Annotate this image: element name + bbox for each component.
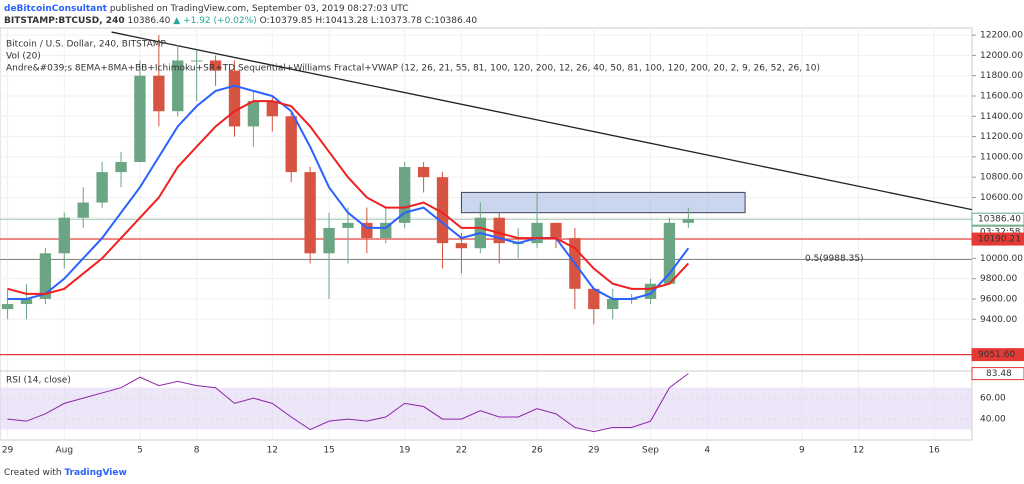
y-tick-label: 10600.00 <box>980 193 1023 203</box>
last: 10386.40 <box>127 16 170 26</box>
candle-body <box>436 177 449 244</box>
x-tick-label: 8 <box>194 446 200 456</box>
candle-body <box>172 60 184 112</box>
candle-body <box>96 172 108 203</box>
rsi-tick-label: 40.00 <box>980 415 1006 425</box>
candle-body <box>380 222 392 239</box>
rsi-band <box>0 387 972 430</box>
candle-body <box>682 219 695 223</box>
legend-volume: Vol (20) <box>6 52 41 62</box>
candle-body <box>455 243 468 249</box>
x-tick-label: 9 <box>799 446 805 456</box>
candle-body <box>531 222 543 244</box>
candle-body <box>134 75 146 162</box>
y-tick-label: 11800.00 <box>980 71 1023 81</box>
candle-body <box>663 222 676 284</box>
rsi-tick-label: 60.00 <box>980 394 1006 404</box>
y-tick-label: 11000.00 <box>980 152 1023 162</box>
y-tick-label: 11200.00 <box>980 132 1023 142</box>
rsi-title: RSI (14, close) <box>6 376 71 386</box>
candle-body <box>417 167 430 178</box>
x-tick-label: 15 <box>323 446 334 456</box>
created: Created with <box>4 468 62 478</box>
x-tick-label: 12 <box>853 446 864 456</box>
y-tick-label: 11600.00 <box>980 91 1023 101</box>
candle-body <box>588 288 600 310</box>
published: published on TradingView.com, September … <box>110 4 409 14</box>
candle-body <box>247 101 260 127</box>
level-label: 10386.40 <box>978 215 1021 225</box>
candle-body <box>115 161 127 173</box>
candle-body <box>304 172 316 254</box>
candle-body <box>399 167 411 223</box>
y-tick-label: 12000.00 <box>980 51 1023 61</box>
x-tick-label: 29 <box>588 446 600 456</box>
candle-body <box>285 116 297 173</box>
legend-title: Bitcoin / U.S. Dollar, 240, BITSTAMP <box>6 40 167 50</box>
candle-body <box>20 298 33 305</box>
candle-body <box>607 298 619 310</box>
resistance-zone <box>460 191 746 214</box>
change: ▲ +1.92 (+0.02%) <box>173 16 256 26</box>
footer: Created with TradingView <box>4 468 127 478</box>
x-tick-label: 29 <box>2 446 14 456</box>
y-tick-label: 10800.00 <box>980 173 1023 183</box>
candle-body <box>266 101 278 117</box>
rsi-line <box>7 373 689 433</box>
rsi-tag <box>971 367 1024 381</box>
level-tag <box>971 348 1024 362</box>
candle-body <box>228 70 241 127</box>
candle-body <box>361 222 373 239</box>
candle-body <box>39 253 52 299</box>
y-tick-label: 9600.00 <box>980 294 1017 304</box>
x-tick-label: 12 <box>267 446 278 456</box>
x-tick-label: 22 <box>456 446 467 456</box>
x-tick-label: 26 <box>531 446 543 456</box>
candle-body <box>77 202 89 218</box>
x-tick-label: Aug <box>56 446 74 456</box>
candle-body <box>1 304 14 310</box>
candle-body <box>493 217 505 244</box>
author[interactable]: deBitcoinConsultant <box>4 4 108 14</box>
candle-body <box>190 60 203 62</box>
moving-average <box>7 100 690 295</box>
header-quote: BITSTAMP:BTCUSD, 240 10386.40 ▲ +1.92 (+… <box>4 16 477 26</box>
candle-body <box>644 283 657 299</box>
candle-body <box>209 60 222 71</box>
x-tick-label: 16 <box>928 446 940 456</box>
level-label: 9051.60 <box>978 350 1015 360</box>
x-tick-label: 4 <box>704 446 710 456</box>
x-tick-label: Sep <box>642 446 659 456</box>
x-tick-label: 19 <box>399 446 411 456</box>
moving-average <box>7 84 690 300</box>
candle-body <box>323 227 335 254</box>
y-tick-label: 9400.00 <box>980 315 1017 325</box>
brand[interactable]: TradingView <box>64 468 126 478</box>
y-tick-label: 9800.00 <box>980 274 1017 284</box>
candle-body <box>550 222 562 239</box>
fib-label: 0.5(9988.35) <box>805 254 864 264</box>
x-tick-label: 5 <box>137 446 143 456</box>
level-label: 10190.21 <box>978 235 1021 245</box>
symbol: BITSTAMP:BTCUSD, 240 <box>4 16 125 26</box>
y-tick-label: 11400.00 <box>980 112 1023 122</box>
rsi-value-label: 83.48 <box>986 369 1012 379</box>
candle-body <box>153 75 165 112</box>
trendline <box>111 31 973 211</box>
y-tick-label: 10000.00 <box>980 254 1023 264</box>
candle-body <box>58 217 70 254</box>
header-line: deBitcoinConsultant published on Trading… <box>4 4 409 14</box>
level-tag <box>971 212 1024 226</box>
ohlc: O:10379.85 H:10413.28 L:10373.78 C:10386… <box>260 16 478 26</box>
y-tick-label: 12200.00 <box>980 31 1023 41</box>
candle-body <box>342 222 354 228</box>
level-tag <box>971 232 1024 246</box>
legend-indicator: Andre&#039;s 8EMA+8MA+BB+Ichimoku+SR+TD … <box>6 64 820 74</box>
